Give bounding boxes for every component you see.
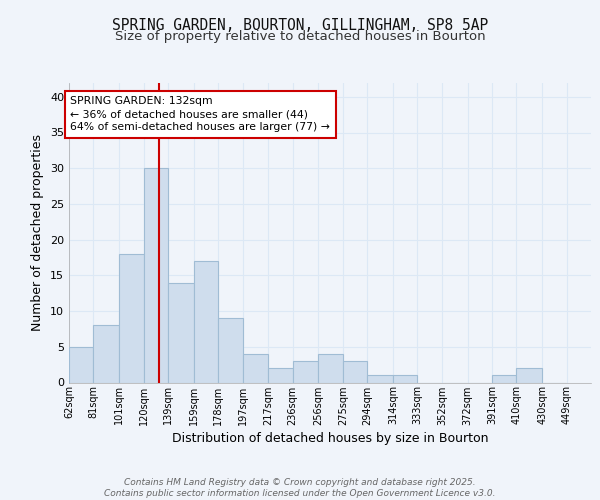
Bar <box>517 368 542 382</box>
Bar <box>194 261 218 382</box>
Bar <box>143 168 168 382</box>
Bar <box>268 368 293 382</box>
Bar <box>319 354 343 382</box>
Text: Size of property relative to detached houses in Bourton: Size of property relative to detached ho… <box>115 30 485 43</box>
Bar <box>119 254 143 382</box>
Bar <box>492 376 517 382</box>
Bar <box>69 347 94 382</box>
Bar <box>242 354 268 382</box>
Bar <box>293 361 319 382</box>
Bar <box>343 361 367 382</box>
Text: SPRING GARDEN, BOURTON, GILLINGHAM, SP8 5AP: SPRING GARDEN, BOURTON, GILLINGHAM, SP8 … <box>112 18 488 32</box>
Text: SPRING GARDEN: 132sqm
← 36% of detached houses are smaller (44)
64% of semi-deta: SPRING GARDEN: 132sqm ← 36% of detached … <box>70 96 330 132</box>
Bar <box>367 376 393 382</box>
Bar <box>218 318 242 382</box>
Y-axis label: Number of detached properties: Number of detached properties <box>31 134 44 331</box>
Bar <box>393 376 418 382</box>
Bar <box>94 326 119 382</box>
X-axis label: Distribution of detached houses by size in Bourton: Distribution of detached houses by size … <box>172 432 488 444</box>
Text: Contains HM Land Registry data © Crown copyright and database right 2025.
Contai: Contains HM Land Registry data © Crown c… <box>104 478 496 498</box>
Bar <box>168 282 194 382</box>
